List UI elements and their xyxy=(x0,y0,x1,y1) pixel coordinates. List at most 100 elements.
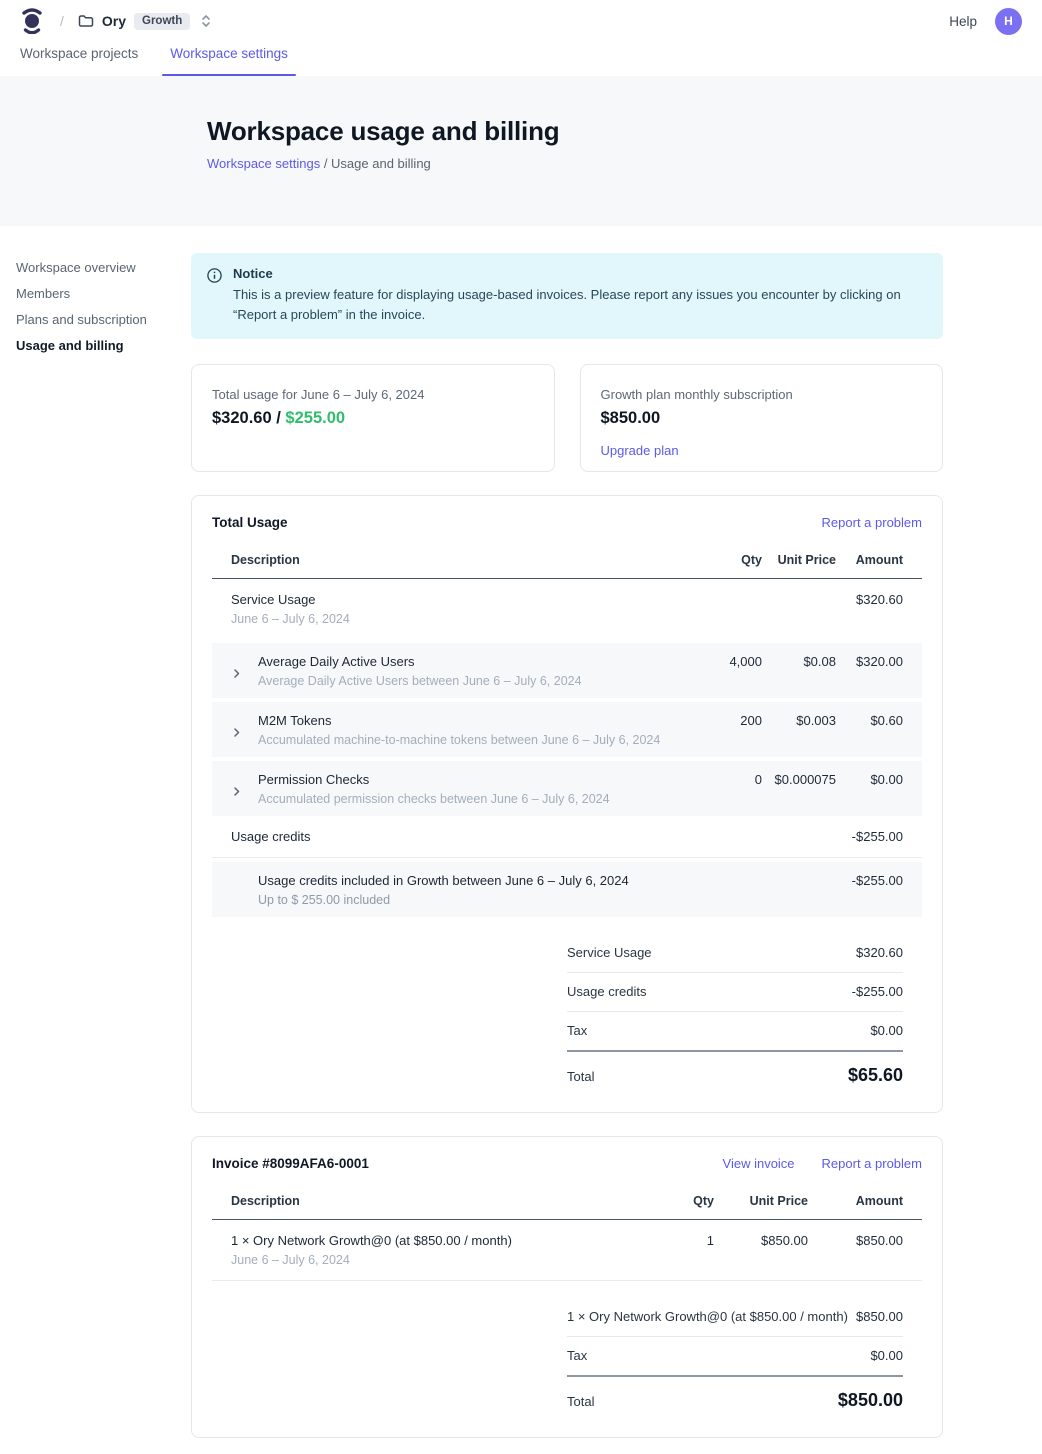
row-qty: 4,000 xyxy=(729,654,762,670)
breadcrumb-current: Usage and billing xyxy=(331,156,431,171)
notice-banner: Notice This is a preview feature for dis… xyxy=(191,253,943,340)
total-usage-card-title: Total usage for June 6 – July 6, 2024 xyxy=(212,387,425,403)
summary-label: Tax xyxy=(567,1023,588,1039)
invoice-line-row: 1 × Ory Network Growth@0 (at $850.00 / m… xyxy=(212,1220,922,1282)
ory-logo-icon[interactable] xyxy=(20,8,44,34)
row-unit-price: $0.08 xyxy=(803,654,836,670)
summary-label: Total xyxy=(567,1069,595,1085)
row-amount: $0.00 xyxy=(870,772,903,788)
view-invoice-link[interactable]: View invoice xyxy=(722,1156,795,1172)
credit-detail-desc: Up to $ 255.00 included xyxy=(258,893,391,908)
chevron-updown-icon xyxy=(202,15,211,27)
summary-value: $0.00 xyxy=(870,1023,903,1039)
usage-totals-block: Service Usage $320.60 Usage credits -$25… xyxy=(567,934,903,1090)
expand-row-button[interactable] xyxy=(231,652,258,688)
usage-amount-sep: / xyxy=(271,409,286,428)
invoice-line-qty: 1 xyxy=(706,1233,714,1249)
notice-content: Notice This is a preview feature for dis… xyxy=(233,266,927,325)
usage-row-m2m-tokens: M2M Tokens Accumulated machine-to-machin… xyxy=(212,702,922,758)
invoice-summary-row-total: Total $850.00 xyxy=(567,1377,903,1415)
invoice-totals-block: 1 × Ory Network Growth@0 (at $850.00 / m… xyxy=(567,1298,903,1415)
col-description: Description xyxy=(231,553,300,568)
breadcrumb-sep: / xyxy=(320,156,332,171)
row-unit-price: $0.000075 xyxy=(774,772,836,788)
tab-workspace-projects[interactable]: Workspace projects xyxy=(20,46,139,61)
summary-label: Tax xyxy=(567,1348,588,1364)
total-usage-card: Total usage for June 6 – July 6, 2024 $3… xyxy=(191,364,555,473)
expand-row-button[interactable] xyxy=(231,770,258,806)
usage-credit-detail-row: Usage credits included in Growth between… xyxy=(212,862,922,918)
summary-row-tax: Tax $0.00 xyxy=(567,1012,903,1053)
upgrade-plan-link[interactable]: Upgrade plan xyxy=(600,443,679,459)
summary-cards-row: Total usage for June 6 – July 6, 2024 $3… xyxy=(191,364,943,473)
sidebar-item-plans-subscription[interactable]: Plans and subscription xyxy=(16,312,147,327)
col-unit-price: Unit Price xyxy=(749,1194,808,1209)
invoice-line-unit-price: $850.00 xyxy=(761,1233,808,1249)
row-title: M2M Tokens xyxy=(258,713,332,729)
total-usage-detail-card: Total Usage Report a problem Description… xyxy=(191,495,943,1114)
usage-table: Description Qty Unit Price Amount Servic… xyxy=(212,545,922,918)
page-header: Workspace usage and billing Workspace se… xyxy=(0,76,1042,226)
invoice-report-problem-link[interactable]: Report a problem xyxy=(821,1156,922,1172)
service-usage-amount: $320.60 xyxy=(856,592,903,608)
invoice-summary-row-tax: Tax $0.00 xyxy=(567,1337,903,1378)
usage-amount-used: $320.60 xyxy=(212,409,272,428)
usage-report-problem-link[interactable]: Report a problem xyxy=(821,515,922,531)
plan-subscription-card: Growth plan monthly subscription $850.00… xyxy=(579,364,943,473)
row-desc: Accumulated permission checks between Ju… xyxy=(258,792,610,807)
info-icon xyxy=(207,268,222,283)
sidebar-item-usage-billing[interactable]: Usage and billing xyxy=(16,338,124,353)
invoice-card-header: Invoice #8099AFA6-0001 View invoice Repo… xyxy=(212,1156,922,1171)
summary-label: Usage credits xyxy=(567,984,647,1000)
help-link[interactable]: Help xyxy=(949,13,977,29)
credit-detail-amount: -$255.00 xyxy=(851,873,903,889)
summary-value: $0.00 xyxy=(870,1348,903,1364)
top-bar: / Ory Growth Help H xyxy=(0,0,1042,42)
avatar[interactable]: H xyxy=(995,7,1022,35)
summary-row-total: Total $65.60 xyxy=(567,1052,903,1090)
col-description: Description xyxy=(231,1194,300,1209)
workspace-switcher[interactable]: Ory Growth xyxy=(78,12,212,30)
breadcrumb-settings-link[interactable]: Workspace settings xyxy=(207,156,321,171)
invoice-line-amount: $850.00 xyxy=(856,1233,903,1249)
content-area: Workspace overview Members Plans and sub… xyxy=(0,226,1042,1454)
page-title: Workspace usage and billing xyxy=(207,116,560,146)
col-unit-price: Unit Price xyxy=(777,553,836,568)
breadcrumb-separator: / xyxy=(60,13,64,29)
usage-row-daily-active-users: Average Daily Active Users Average Daily… xyxy=(212,643,922,699)
summary-label: 1 × Ory Network Growth@0 (at $850.00 / m… xyxy=(567,1309,848,1325)
invoice-summary-row-item: 1 × Ory Network Growth@0 (at $850.00 / m… xyxy=(567,1298,903,1338)
tab-workspace-settings[interactable]: Workspace settings xyxy=(158,42,300,76)
row-title: Permission Checks xyxy=(258,772,370,788)
summary-value: $320.60 xyxy=(856,945,903,961)
col-qty: Qty xyxy=(741,553,762,568)
col-amount: Amount xyxy=(855,553,903,568)
notice-title: Notice xyxy=(233,266,273,281)
expand-row-button[interactable] xyxy=(231,711,258,747)
plan-card-title: Growth plan monthly subscription xyxy=(600,387,793,403)
settings-sidenav: Workspace overview Members Plans and sub… xyxy=(0,253,191,1454)
service-usage-title: Service Usage xyxy=(231,592,316,608)
summary-value: $850.00 xyxy=(856,1309,903,1325)
col-amount: Amount xyxy=(855,1194,903,1209)
usage-card-header: Total Usage Report a problem xyxy=(212,515,922,530)
usage-amount-included: $255.00 xyxy=(285,409,346,428)
summary-total-value: $850.00 xyxy=(837,1390,903,1411)
sidebar-item-members[interactable]: Members xyxy=(16,286,71,301)
row-amount: $0.60 xyxy=(870,713,903,729)
chevron-right-icon xyxy=(234,669,240,678)
chevron-right-icon xyxy=(234,728,240,737)
breadcrumb: Workspace settings / Usage and billing xyxy=(207,156,1042,171)
usage-row-permission-checks: Permission Checks Accumulated permission… xyxy=(212,761,922,817)
plan-card-value: $850.00 xyxy=(600,409,661,428)
plan-badge: Growth xyxy=(134,12,191,30)
row-title: Average Daily Active Users xyxy=(258,654,415,670)
credit-detail-title: Usage credits included in Growth between… xyxy=(258,873,629,889)
summary-value: -$255.00 xyxy=(851,984,903,1000)
service-usage-row: Service Usage June 6 – July 6, 2024 $320… xyxy=(212,579,922,640)
summary-row-service-usage: Service Usage $320.60 xyxy=(567,934,903,974)
row-amount: $320.00 xyxy=(856,654,903,670)
invoice-table: Description Qty Unit Price Amount 1 × Or… xyxy=(212,1186,922,1282)
sidebar-item-workspace-overview[interactable]: Workspace overview xyxy=(16,260,136,275)
row-unit-price: $0.003 xyxy=(796,713,836,729)
